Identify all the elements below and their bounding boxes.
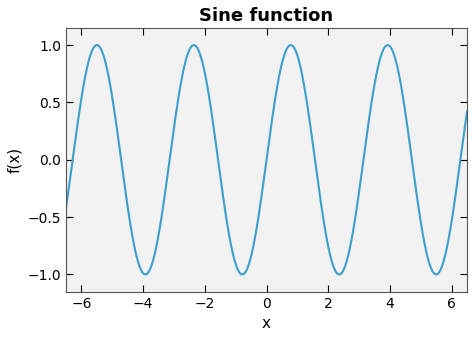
X-axis label: x: x: [262, 316, 271, 331]
Title: Sine function: Sine function: [200, 7, 334, 25]
Y-axis label: f(x): f(x): [7, 147, 22, 173]
